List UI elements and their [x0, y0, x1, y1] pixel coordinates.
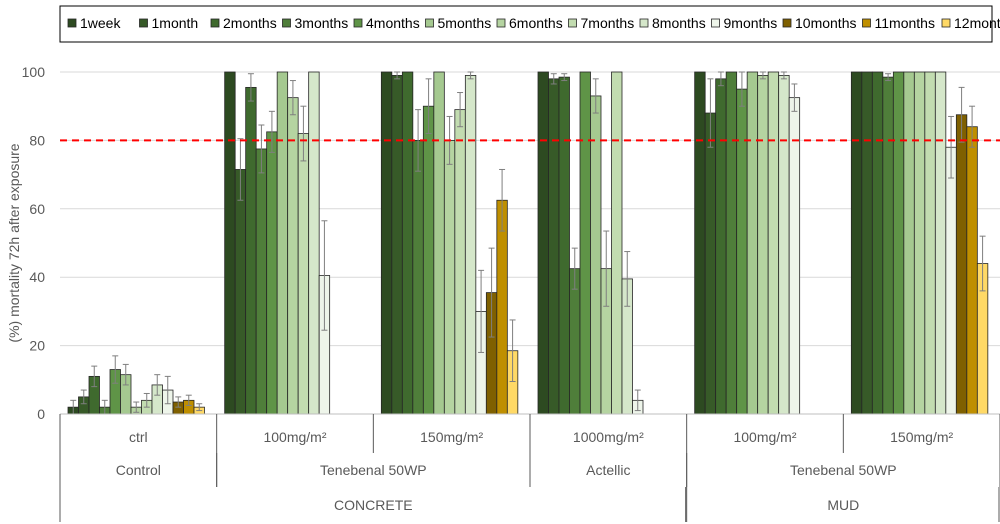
y-tick-label: 20: [29, 338, 45, 354]
bar: [945, 146, 957, 415]
substrate-label: CONCRETE: [334, 497, 413, 513]
bar: [266, 131, 278, 415]
bar: [433, 71, 445, 415]
bar: [548, 78, 560, 415]
legend-swatch: [496, 18, 506, 28]
legend-swatch: [941, 18, 951, 28]
legend-swatch: [425, 18, 434, 28]
bar: [443, 139, 456, 415]
legend-entry: 1week: [80, 15, 121, 31]
legend-entry: 6months: [509, 15, 563, 31]
group-label: Tenebenal 50WP: [320, 462, 427, 478]
legend-swatch: [282, 18, 291, 28]
bar: [736, 88, 748, 415]
category-label: 1000mg/m²: [573, 429, 644, 445]
bar: [694, 71, 706, 415]
bar: [924, 71, 936, 415]
y-axis-label: (%) mortality 72h after exposure: [6, 143, 22, 342]
bar: [767, 71, 780, 415]
category-label: 150mg/m²: [420, 429, 483, 445]
bar: [725, 71, 738, 415]
bar: [715, 78, 727, 415]
bar: [934, 71, 947, 415]
legend-swatch: [862, 18, 871, 28]
bar: [850, 71, 863, 415]
category-label: ctrl: [129, 429, 148, 445]
bar: [276, 71, 289, 415]
y-tick-label: 100: [22, 64, 46, 80]
legend-swatch: [139, 18, 148, 28]
legend-entry: 2months: [223, 15, 277, 31]
category-label: 100mg/m²: [733, 429, 796, 445]
legend-entry: 8months: [652, 15, 706, 31]
bar: [380, 71, 393, 415]
y-tick-label: 40: [29, 269, 45, 285]
bar: [955, 114, 968, 415]
legend-entry: 4months: [366, 15, 420, 31]
bar: [454, 109, 466, 415]
bar: [788, 97, 801, 415]
legend-entry: 5months: [438, 15, 492, 31]
group-label: Tenebenal 50WP: [790, 462, 897, 478]
legend-swatch: [568, 18, 577, 28]
y-tick-label: 80: [29, 132, 45, 148]
substrate-label: MUD: [827, 497, 859, 513]
x-axis: ctrl 100mg/m² 150mg/m² 1000mg/m² 100mg/m² 150…: [59, 413, 1000, 522]
bar: [611, 71, 623, 415]
category-label: 100mg/m²: [263, 429, 326, 445]
bar: [778, 75, 790, 415]
bar: [412, 139, 424, 415]
bar: [496, 199, 508, 415]
legend-swatch: [210, 18, 220, 28]
bar: [913, 71, 926, 415]
group-label: Control: [116, 462, 161, 478]
bar: [422, 105, 435, 415]
legend-swatch: [67, 18, 77, 28]
legend-entry: 1month: [152, 15, 199, 31]
bar: [966, 126, 978, 415]
bar: [308, 71, 320, 415]
legend-entry: 9months: [724, 15, 778, 31]
bar: [569, 268, 581, 415]
y-tick-label: 0: [37, 406, 45, 422]
bar: [297, 133, 310, 415]
bar: [224, 71, 236, 415]
bar: [401, 71, 414, 415]
bar: [861, 71, 873, 415]
bar: [746, 71, 759, 415]
bar: [903, 71, 915, 415]
group-label: Actellic: [586, 462, 630, 478]
bar: [464, 75, 477, 415]
legend-entry: 12months: [954, 15, 1000, 31]
bar: [579, 71, 591, 415]
legend-swatch: [639, 18, 649, 28]
bar: [882, 76, 894, 415]
y-tick-label: 60: [29, 201, 45, 217]
bar: [537, 71, 549, 415]
bar: [757, 75, 769, 415]
bar: [558, 76, 570, 415]
bars: [67, 71, 989, 415]
legend-swatch: [353, 18, 363, 28]
bar: [255, 148, 268, 415]
bar: [590, 95, 602, 415]
legend: 1week 1month 2months 3months 4months 5months 6…: [67, 15, 1000, 31]
category-label: 150mg/m²: [890, 429, 953, 445]
y-axis: 0 20 40 60 80 100: [22, 64, 46, 422]
error-bars: [70, 71, 986, 415]
bar: [245, 86, 257, 415]
legend-entry: 11months: [875, 15, 935, 31]
bar: [234, 169, 247, 415]
bar: [892, 71, 905, 415]
bar: [704, 112, 717, 415]
legend-swatch: [711, 18, 720, 28]
legend-entry: 7months: [581, 15, 635, 31]
legend-entry: 3months: [295, 15, 349, 31]
bar: [871, 71, 884, 415]
bar: [391, 75, 403, 415]
legend-entry: 10months: [795, 15, 856, 31]
legend-swatch: [782, 18, 792, 28]
bar: [287, 97, 299, 415]
